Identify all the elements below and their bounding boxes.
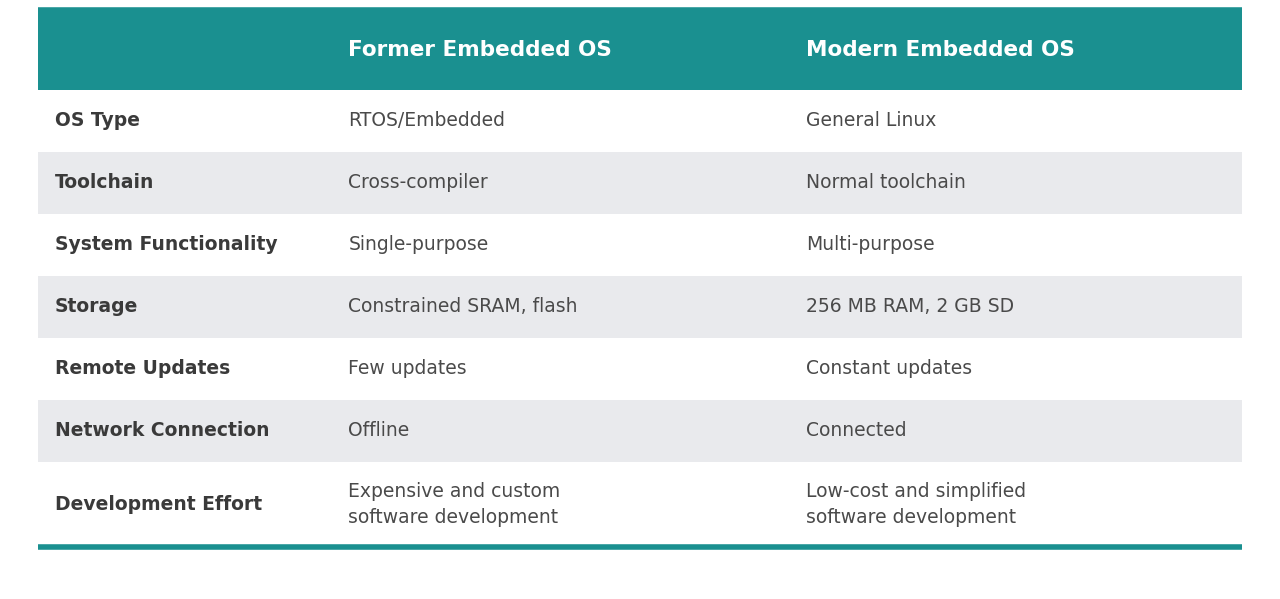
Text: Normal toolchain: Normal toolchain [806, 174, 966, 192]
Text: Former Embedded OS: Former Embedded OS [348, 40, 612, 60]
Text: Development Effort: Development Effort [55, 495, 262, 514]
FancyBboxPatch shape [38, 152, 1242, 214]
FancyBboxPatch shape [38, 214, 1242, 276]
Text: Cross-compiler: Cross-compiler [348, 174, 488, 192]
Text: Single-purpose: Single-purpose [348, 235, 489, 255]
Text: Expensive and custom
software development: Expensive and custom software developmen… [348, 482, 561, 527]
Text: 256 MB RAM, 2 GB SD: 256 MB RAM, 2 GB SD [806, 298, 1014, 316]
FancyBboxPatch shape [38, 276, 1242, 338]
Text: Offline: Offline [348, 422, 410, 440]
FancyBboxPatch shape [38, 462, 1242, 547]
FancyBboxPatch shape [38, 338, 1242, 400]
Text: General Linux: General Linux [806, 111, 937, 131]
FancyBboxPatch shape [38, 400, 1242, 462]
Text: Multi-purpose: Multi-purpose [806, 235, 934, 255]
Text: RTOS/Embedded: RTOS/Embedded [348, 111, 506, 131]
FancyBboxPatch shape [38, 10, 1242, 90]
FancyBboxPatch shape [38, 90, 1242, 152]
Text: Few updates: Few updates [348, 359, 467, 379]
Text: Storage: Storage [55, 298, 138, 316]
Text: Low-cost and simplified
software development: Low-cost and simplified software develop… [806, 482, 1027, 527]
Text: System Functionality: System Functionality [55, 235, 278, 255]
Text: Connected: Connected [806, 422, 908, 440]
Text: Constant updates: Constant updates [806, 359, 973, 379]
Text: Modern Embedded OS: Modern Embedded OS [806, 40, 1075, 60]
Text: Remote Updates: Remote Updates [55, 359, 230, 379]
Text: Network Connection: Network Connection [55, 422, 270, 440]
Text: OS Type: OS Type [55, 111, 140, 131]
Text: Constrained SRAM, flash: Constrained SRAM, flash [348, 298, 577, 316]
Text: Toolchain: Toolchain [55, 174, 155, 192]
